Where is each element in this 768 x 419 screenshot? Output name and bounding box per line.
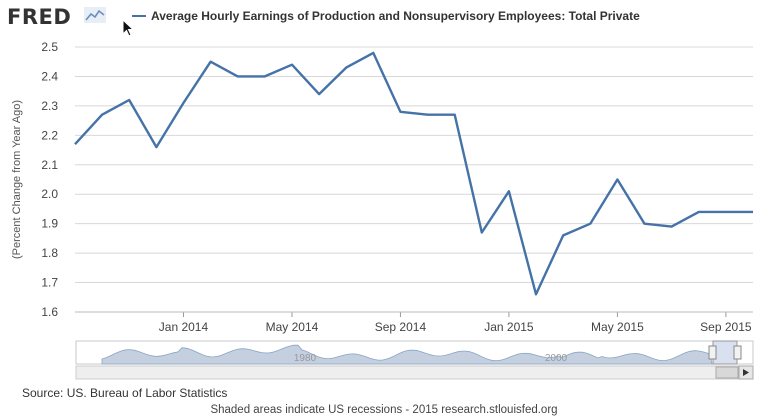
- x-tick-label: May 2014: [266, 320, 319, 334]
- source-note: Source: US. Bureau of Labor Statistics: [22, 386, 228, 400]
- scroll-right-arrow-icon: [743, 369, 749, 376]
- data-point[interactable]: [126, 97, 132, 103]
- y-tick-label: 2.2: [41, 128, 58, 142]
- recession-footnote[interactable]: Shaded areas indicate US recessions - 20…: [210, 404, 558, 416]
- y-tick-label: 1.7: [41, 276, 58, 290]
- line-chart: 1.6 1.7 1.8 1.9 2.0 2.1 2.2 2.3 2.4 2.5 Jan 2014 M…: [11, 40, 756, 380]
- chart-legend[interactable]: Average Hourly Earnings of Production an…: [132, 9, 640, 23]
- data-point[interactable]: [343, 65, 349, 71]
- y-tick-label: 2.5: [41, 40, 58, 54]
- data-point[interactable]: [425, 112, 431, 118]
- x-axis-ticks: Jan 2014 May 2014 Sep 2014 Jan 2015 May 2015…: [75, 311, 753, 334]
- data-point[interactable]: [533, 291, 539, 297]
- fred-chart-icon: [84, 7, 106, 23]
- navigator-year-label: 1980: [294, 353, 317, 364]
- data-point[interactable]: [723, 209, 729, 215]
- data-point[interactable]: [506, 188, 512, 194]
- legend-swatch: [132, 15, 146, 17]
- y-tick-label: 2.0: [41, 187, 58, 201]
- data-point[interactable]: [479, 230, 485, 236]
- navigator-labels: 1980 2000: [294, 353, 568, 364]
- navigator-selection-window[interactable]: [712, 340, 738, 365]
- data-point[interactable]: [153, 144, 159, 150]
- scrollbar-thumb[interactable]: [715, 366, 739, 379]
- data-point[interactable]: [614, 177, 620, 183]
- x-tick-label: Jan 2014: [159, 320, 209, 334]
- data-point[interactable]: [99, 112, 105, 118]
- y-tick-label: 2.3: [41, 99, 58, 113]
- y-tick-label: 1.9: [41, 217, 58, 231]
- y-tick-label: 1.6: [41, 305, 58, 319]
- navigator-handle-left[interactable]: [708, 345, 717, 360]
- data-point[interactable]: [72, 141, 78, 147]
- series-line[interactable]: [74, 51, 753, 296]
- gridlines: [75, 46, 753, 313]
- x-tick-label: Jan 2015: [484, 320, 534, 334]
- x-tick-label: May 2015: [591, 320, 644, 334]
- legend-label: Average Hourly Earnings of Production an…: [151, 9, 640, 23]
- y-axis-label: (Percent Change from Year Ago): [11, 100, 23, 259]
- data-point[interactable]: [262, 73, 268, 79]
- data-point[interactable]: [669, 224, 675, 230]
- data-point[interactable]: [642, 221, 648, 227]
- navigator-handle-right[interactable]: [733, 345, 742, 360]
- data-points: [72, 50, 756, 297]
- data-point[interactable]: [560, 232, 566, 238]
- y-axis-ticks: 1.6 1.7 1.8 1.9 2.0 2.1 2.2 2.3 2.4 2.5: [41, 40, 58, 319]
- range-navigator[interactable]: 1980 2000: [75, 340, 754, 380]
- y-tick-label: 2.4: [41, 69, 58, 83]
- data-point[interactable]: [370, 50, 376, 56]
- x-tick-label: Sep 2015: [700, 320, 752, 334]
- data-point[interactable]: [289, 62, 295, 68]
- y-tick-label: 1.8: [41, 246, 58, 260]
- scrollbar-track[interactable]: [75, 365, 754, 380]
- data-point[interactable]: [208, 59, 214, 65]
- data-point[interactable]: [452, 112, 458, 118]
- navigator-year-label: 2000: [545, 353, 568, 364]
- data-point[interactable]: [587, 221, 593, 227]
- fred-logo[interactable]: FRED: [7, 5, 72, 29]
- y-tick-label: 2.1: [41, 158, 58, 172]
- data-point[interactable]: [750, 209, 756, 215]
- data-point[interactable]: [235, 73, 241, 79]
- mouse-pointer-icon: [122, 19, 134, 37]
- navigator-area: [101, 344, 713, 365]
- data-point[interactable]: [180, 100, 186, 106]
- data-point[interactable]: [316, 91, 322, 97]
- x-tick-label: Sep 2014: [375, 320, 427, 334]
- data-point[interactable]: [397, 109, 403, 115]
- data-point[interactable]: [696, 209, 702, 215]
